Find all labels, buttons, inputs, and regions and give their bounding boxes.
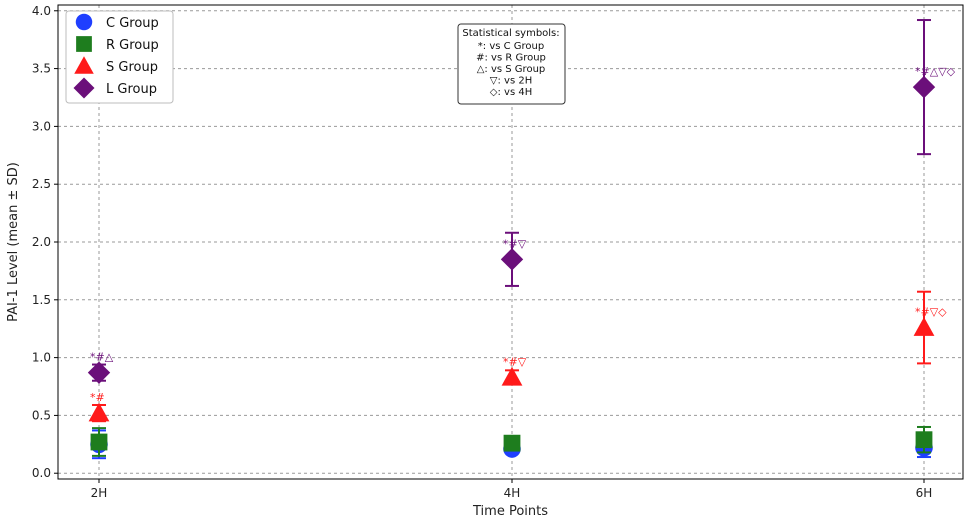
y-axis-label: PAI-1 Level (mean ± SD) (6, 162, 21, 322)
data-point (501, 366, 523, 386)
legend-label: R Group (106, 38, 159, 53)
significance-label: *#▽◇ (915, 306, 947, 319)
series-l-group: *#△ *#▽ *#△▽◇ (87, 19, 956, 384)
plot-frame (57, 4, 964, 480)
x-tick-label: 2H (91, 486, 108, 500)
data-point (87, 361, 111, 384)
stat-box-line: ▽: vs 2H (490, 76, 532, 87)
legend-marker (75, 13, 93, 31)
stat-box-line: ◇: vs 4H (490, 87, 532, 98)
y-tick-label: 0.0 (32, 466, 51, 480)
data-point (913, 317, 935, 336)
legend: C Group R Group S Group L Group (65, 10, 174, 104)
data-point (912, 75, 936, 99)
statistical-symbols-box: Statistical symbols: *: vs C Group#: vs R… (457, 23, 566, 105)
y-tick-label: 2.0 (32, 235, 51, 249)
legend-marker (74, 56, 94, 74)
legend-label: C Group (106, 16, 159, 31)
legend-item: S Group (74, 56, 158, 75)
significance-label: *#▽ (503, 237, 527, 250)
series-r-group (90, 425, 933, 457)
data-point (915, 431, 933, 449)
data-point (500, 248, 524, 271)
data-point (503, 434, 521, 452)
legend-label: S Group (106, 60, 158, 75)
stat-box-frame (457, 23, 566, 105)
y-tick-label: 4.0 (32, 4, 51, 18)
stat-box-title: Statistical symbols: (462, 28, 559, 39)
legend-item: R Group (76, 36, 159, 53)
stat-box-line: #: vs R Group (476, 53, 546, 64)
significance-label: *#▽ (503, 355, 527, 368)
legend-label: L Group (106, 82, 157, 97)
series-s-group: *# *#▽ *#▽◇ (88, 290, 947, 423)
data-point (90, 433, 108, 451)
y-axis-ticks: 0.0 0.5 1.0 1.5 2.0 2.5 3.0 3.5 4.0 (32, 4, 58, 480)
y-tick-label: 3.0 (32, 119, 51, 133)
y-tick-label: 1.5 (32, 293, 51, 307)
significance-label: *#△ (90, 351, 114, 364)
x-axis-label: Time Points (472, 504, 548, 519)
y-tick-label: 2.5 (32, 177, 51, 191)
x-tick-label: 6H (916, 486, 933, 500)
y-tick-label: 1.0 (32, 351, 51, 365)
legend-box (65, 10, 174, 104)
stat-box-line: *: vs C Group (478, 41, 544, 52)
legend-marker (73, 77, 95, 99)
x-tick-label: 4H (504, 486, 521, 500)
y-tick-label: 3.5 (32, 62, 51, 76)
data-point (88, 402, 110, 422)
significance-label: *# (90, 391, 105, 404)
stat-box-line: △: vs S Group (477, 64, 546, 75)
significance-label: *#△▽◇ (915, 65, 956, 78)
y-tick-label: 0.5 (32, 408, 51, 422)
legend-item: C Group (75, 13, 159, 31)
data-series: *# *#▽ *#▽◇ *#△ *#▽ *#△▽◇ (87, 19, 956, 460)
legend-item: L Group (73, 77, 157, 99)
legend-marker (76, 36, 92, 52)
x-axis-ticks: 2H 4H 6H (91, 479, 933, 500)
